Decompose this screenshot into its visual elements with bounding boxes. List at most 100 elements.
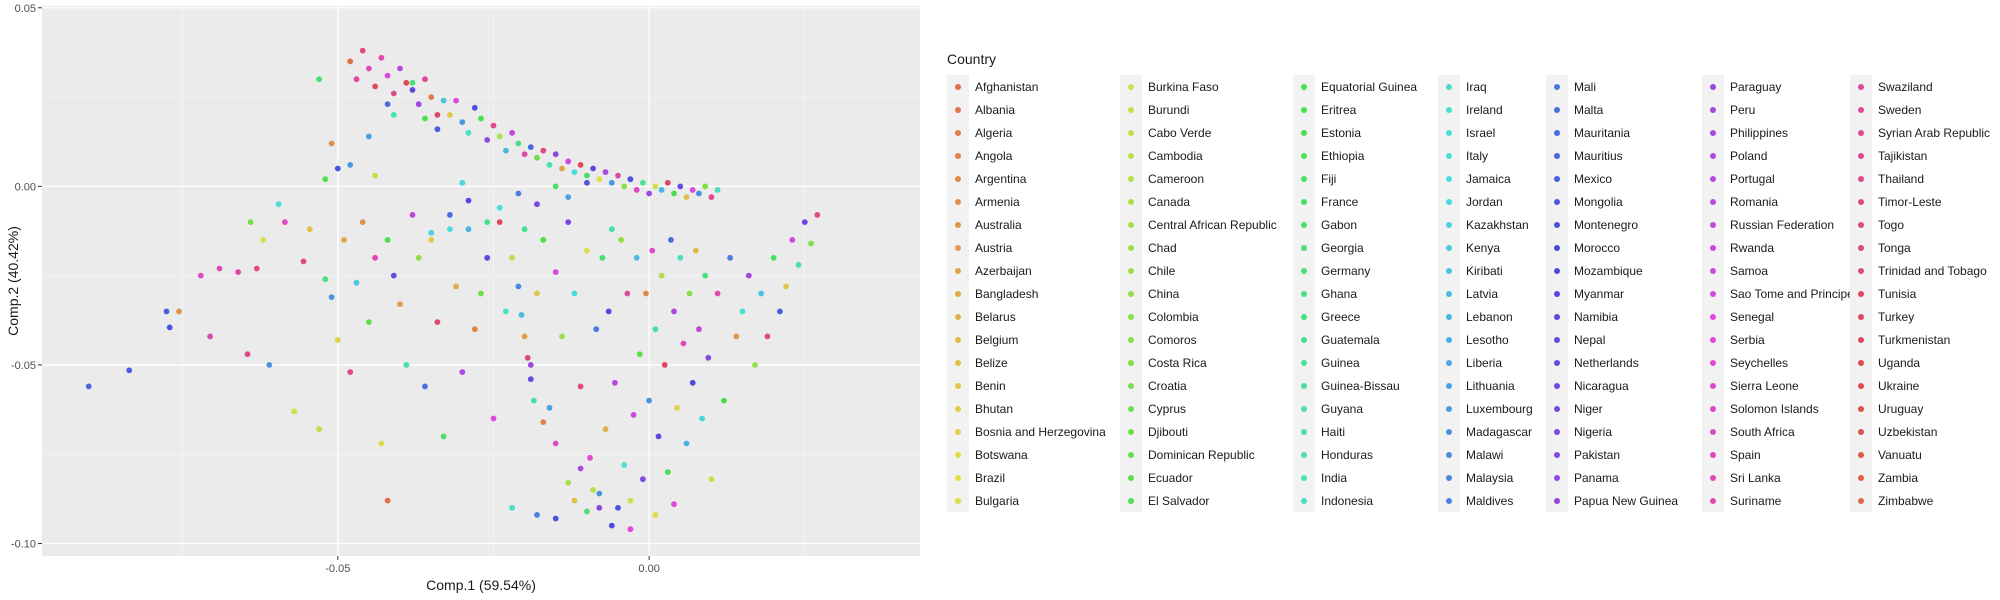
- legend-dot-icon: [1710, 313, 1716, 320]
- legend-label: Chile: [1148, 263, 1176, 278]
- data-point: [627, 497, 634, 504]
- data-point: [646, 190, 652, 197]
- data-point: [671, 308, 677, 315]
- legend-label: Turkmenistan: [1878, 332, 1951, 347]
- legend-label: Madagascar: [1466, 424, 1533, 439]
- data-point: [540, 419, 547, 425]
- legend-label: Sri Lanka: [1730, 470, 1781, 485]
- legend-dot-icon: [955, 198, 961, 205]
- legend-label: Solomon Islands: [1730, 401, 1819, 416]
- legend-item: Iraq: [1438, 75, 1603, 98]
- legend-dot-icon: [1858, 428, 1864, 435]
- data-point: [527, 376, 534, 383]
- legend-key: [1438, 259, 1460, 282]
- legend-item: Bosnia and Herzegovina: [947, 420, 1112, 443]
- legend-item: Italy: [1438, 144, 1603, 167]
- legend-label: Ethiopia: [1321, 148, 1365, 163]
- legend-dot-icon: [1301, 290, 1307, 297]
- legend-label: Mauritius: [1574, 148, 1623, 163]
- legend-dot-icon: [1554, 83, 1560, 90]
- legend-key: [947, 351, 969, 374]
- legend-dot-icon: [1554, 244, 1560, 251]
- data-point: [275, 201, 282, 208]
- legend-item: Equatorial Guinea: [1293, 75, 1458, 98]
- legend-column: Afghanistan Albania Algeria Angola Argentina…: [947, 75, 1112, 512]
- legend-column: Burkina Faso Burundi Cabo Verde Cambodia Cam…: [1120, 75, 1285, 512]
- legend-key: [1546, 167, 1568, 190]
- data-point: [459, 179, 466, 186]
- legend-dot-icon: [955, 497, 961, 504]
- data-point: [409, 212, 416, 218]
- legend-item: Latvia: [1438, 282, 1603, 305]
- legend-item: Nicaragua: [1546, 374, 1711, 397]
- legend-dot-icon: [1128, 152, 1134, 159]
- legend-item: Timor-Leste: [1850, 190, 2000, 213]
- legend-key: [1293, 374, 1315, 397]
- legend-label: Albania: [975, 102, 1016, 117]
- legend-key: [1546, 75, 1568, 98]
- data-point: [484, 137, 491, 143]
- legend-key: [947, 328, 969, 351]
- legend-key: [1293, 397, 1315, 420]
- legend-key: [1702, 213, 1724, 236]
- data-point: [705, 354, 712, 361]
- legend-item: Mozambique: [1546, 259, 1711, 282]
- data-point: [652, 326, 659, 333]
- legend-label: Argentina: [975, 171, 1027, 186]
- legend-item: Zimbabwe: [1850, 489, 2000, 512]
- legend-item: Panama: [1546, 466, 1711, 489]
- legend-key: [1120, 98, 1142, 121]
- legend-key: [1120, 190, 1142, 213]
- legend-label: Zimbabwe: [1878, 493, 1934, 508]
- data-point: [608, 226, 615, 233]
- legend-item: Mexico: [1546, 167, 1711, 190]
- legend-dot-icon: [1858, 382, 1864, 389]
- legend-key: [1293, 305, 1315, 328]
- legend-label: Italy: [1466, 148, 1489, 163]
- legend-label: Syrian Arab Republic: [1878, 125, 1991, 140]
- data-point: [721, 397, 727, 404]
- legend-key: [1850, 259, 1872, 282]
- legend-dot-icon: [1446, 106, 1452, 113]
- legend-item: Nigeria: [1546, 420, 1711, 443]
- legend-item: Pakistan: [1546, 443, 1711, 466]
- legend-key: [1546, 121, 1568, 144]
- data-point: [459, 119, 466, 125]
- data-point: [649, 247, 656, 254]
- legend-dot-icon: [1301, 336, 1307, 343]
- data-point: [795, 262, 802, 268]
- legend-dot-icon: [1858, 313, 1864, 320]
- data-point: [409, 87, 416, 93]
- legend-key: [1120, 75, 1142, 98]
- legend-label: Senegal: [1730, 309, 1775, 324]
- legend-dot-icon: [955, 175, 961, 182]
- legend-dot-icon: [1710, 106, 1716, 113]
- data-point: [521, 333, 528, 340]
- grid-lines: [42, 6, 920, 556]
- data-point: [527, 144, 534, 151]
- legend-dot-icon: [1858, 290, 1864, 297]
- legend-item: Ireland: [1438, 98, 1603, 121]
- legend-dot-icon: [1710, 198, 1716, 205]
- legend-key: [1702, 259, 1724, 282]
- legend-dot-icon: [1858, 451, 1864, 458]
- legend-dot-icon: [1446, 175, 1452, 182]
- data-point: [503, 147, 509, 154]
- data-point: [702, 183, 709, 190]
- legend-item: Fiji: [1293, 167, 1458, 190]
- legend-key: [1293, 466, 1315, 489]
- data-point: [384, 497, 391, 504]
- legend-item: Brazil: [947, 466, 1112, 489]
- legend-label: Namibia: [1574, 309, 1619, 324]
- legend-item: Russian Federation: [1702, 213, 1867, 236]
- data-point: [300, 258, 307, 265]
- legend-key: [947, 259, 969, 282]
- legend-item: Chile: [1120, 259, 1285, 282]
- data-point: [565, 479, 572, 486]
- legend-label: Malaysia: [1466, 470, 1514, 485]
- legend-item: Central African Republic: [1120, 213, 1285, 236]
- data-point: [683, 440, 690, 447]
- data-point: [384, 237, 391, 243]
- legend-item: Mali: [1546, 75, 1711, 98]
- legend-dot-icon: [1301, 129, 1307, 136]
